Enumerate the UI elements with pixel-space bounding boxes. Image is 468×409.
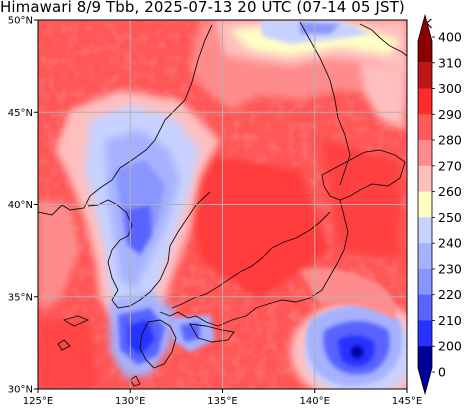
coast-islands <box>57 315 141 387</box>
colorbar-label: 260 <box>438 184 462 199</box>
colorbar-segment <box>418 294 432 321</box>
colorbar-segment <box>418 217 432 244</box>
colorbar-label: 250 <box>438 210 462 225</box>
coast-kyushu <box>139 319 177 369</box>
x-tick-label: 140°E <box>300 396 330 407</box>
colorbar-segment <box>418 165 432 193</box>
colorbar-label: 300 <box>438 81 462 96</box>
colorbar-segment <box>418 346 432 394</box>
x-tick-label: 135°E <box>207 396 237 407</box>
colorbar-segment <box>418 62 432 90</box>
colorbar-segment <box>418 88 432 115</box>
colorbar-label: 310 <box>438 55 462 70</box>
colorbar-segment <box>418 191 432 218</box>
colorbar-unit: K <box>424 16 433 31</box>
colorbar-label: 230 <box>438 261 462 276</box>
colorbar-segment <box>418 243 432 270</box>
colorbar-label: 210 <box>438 313 462 328</box>
coast-hokkaido <box>321 149 406 201</box>
tbb-field <box>38 20 407 389</box>
map-gridlines <box>38 20 407 389</box>
y-tick-label: 30°N <box>8 385 33 396</box>
colorbar-label: 200 <box>438 339 462 354</box>
coast-korea-china <box>38 24 213 309</box>
colorbar-label: 290 <box>438 107 462 122</box>
y-tick-label: 35°N <box>8 292 33 303</box>
colorbar-segment <box>418 140 432 167</box>
colorbar: K 400 310 300 290 280 270 260 250 240 230 220 210 20… <box>417 13 462 396</box>
coast-shikoku <box>189 323 235 343</box>
colorbar-label: 220 <box>438 287 462 302</box>
colorbar-segment <box>418 15 432 63</box>
y-tick-label: 40°N <box>8 200 33 211</box>
y-tick-label: 50°N <box>8 16 33 27</box>
colorbar-label: 400 <box>438 30 462 45</box>
map-title: Himawari 8/9 Tbb, 2025-07-13 20 UTC (07-… <box>0 0 405 16</box>
x-tick-label: 125°E <box>23 396 53 407</box>
colorbar-segment <box>418 114 432 141</box>
map-axes: 125°E 130°E 135°E 140°E 145°E 30°N 35°N 40°N 45°… <box>8 16 422 408</box>
colorbar-label: 0 <box>438 365 446 380</box>
y-tick-label: 45°N <box>8 108 33 119</box>
colorbar-label: 280 <box>438 133 462 148</box>
colorbar-segment <box>418 320 432 347</box>
colorbar-label: 240 <box>438 236 462 251</box>
colorbar-label: 270 <box>438 158 462 173</box>
x-tick-label: 130°E <box>115 396 145 407</box>
x-tick-label: 145°E <box>392 396 422 407</box>
colorbar-segment <box>418 268 432 296</box>
